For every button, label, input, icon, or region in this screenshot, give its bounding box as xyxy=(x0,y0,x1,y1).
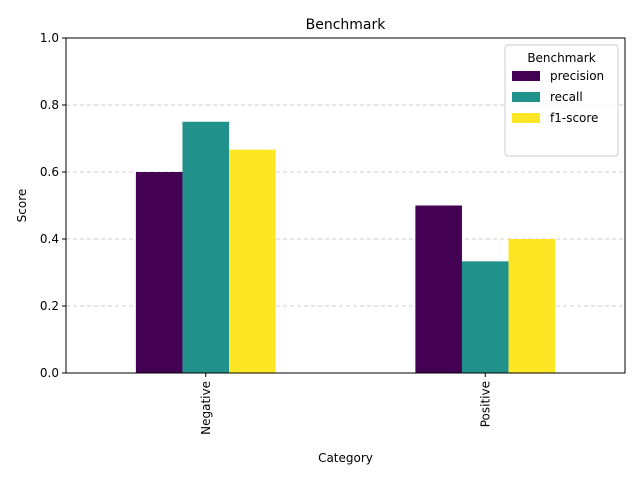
y-tick-label: 0.0 xyxy=(40,366,59,380)
bar-recall-positive xyxy=(461,261,509,373)
x-axis-ticks: Negative Positive xyxy=(199,373,492,435)
x-axis-label: Category xyxy=(318,451,373,465)
y-tick-label: 1.0 xyxy=(40,31,59,45)
chart-title: Benchmark xyxy=(306,17,387,33)
legend-label-precision: precision xyxy=(550,69,604,83)
x-tick-label: Positive xyxy=(478,381,492,427)
bars xyxy=(135,121,556,373)
legend: Benchmark precision recall f1-score xyxy=(504,44,619,157)
legend-title: Benchmark xyxy=(527,51,595,65)
legend-swatch-recall xyxy=(512,92,540,102)
legend-swatch-f1-score xyxy=(512,113,540,123)
legend-label-recall: recall xyxy=(550,90,583,104)
bar-f1-score-positive xyxy=(508,239,556,373)
y-axis-label: Score xyxy=(15,189,29,223)
y-axis-ticks: 0.0 0.2 0.4 0.6 0.8 1.0 xyxy=(40,31,66,380)
y-tick-label: 0.6 xyxy=(40,165,59,179)
plot-frame xyxy=(65,37,626,374)
legend-label-f1-score: f1-score xyxy=(550,111,598,125)
bar-precision-positive xyxy=(415,205,462,373)
bar-precision-negative xyxy=(135,172,183,373)
bar-recall-negative xyxy=(182,121,230,373)
y-tick-label: 0.2 xyxy=(40,299,59,313)
bar-f1-score-negative xyxy=(229,149,276,373)
legend-swatch-precision xyxy=(512,71,540,81)
x-tick-label: Negative xyxy=(199,381,213,435)
y-tick-label: 0.4 xyxy=(40,232,59,246)
legend-items: precision recall f1-score xyxy=(512,69,604,125)
y-tick-label: 0.8 xyxy=(40,98,59,112)
